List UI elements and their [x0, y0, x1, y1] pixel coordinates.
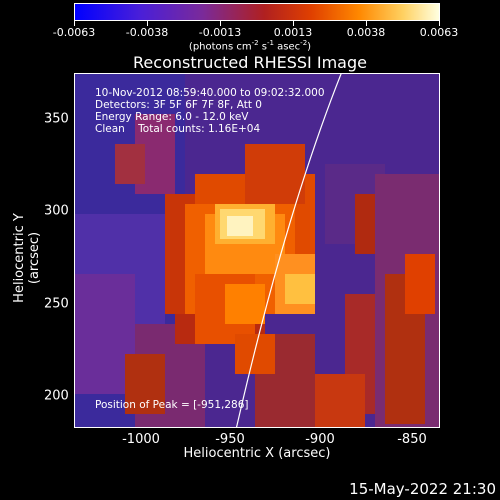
- x-axis-label: Heliocentric X (arcsec): [183, 446, 331, 461]
- colorbar-units: (photons cm-2 s-1 asec-2): [188, 39, 312, 53]
- annotation-peak: Position of Peak = [-951,286]: [95, 399, 249, 411]
- colorbar-tick: [366, 21, 367, 26]
- rhessi-image: 10-Nov-2012 08:59:40.000 to 09:02:32.000…: [74, 73, 440, 428]
- colorbar-tick-label: 0.0038: [346, 26, 386, 39]
- colorbar-tick: [293, 21, 294, 26]
- x-tick-label: -950: [215, 432, 245, 447]
- limb-curve: [235, 74, 342, 427]
- footer-date: 15-May-2022 21:30: [349, 480, 496, 498]
- annotation-time: 10-Nov-2012 08:59:40.000 to 09:02:32.000: [95, 87, 325, 99]
- rhessi-image-canvas: [75, 74, 439, 427]
- x-tick-label: -900: [305, 432, 335, 447]
- y-tick-label: 250: [44, 296, 69, 312]
- colorbar: [74, 3, 440, 21]
- y-axis-label: Heliocentric Y (arcsec): [12, 213, 42, 303]
- colorbar-tick-label: 0.0063: [419, 26, 459, 39]
- y-tick-label: 200: [44, 388, 69, 404]
- colorbar-tick: [439, 21, 440, 26]
- colorbar-tick-label: -0.0063: [52, 26, 96, 39]
- annotation-detectors: Detectors: 3F 5F 6F 7F 8F, Att 0: [95, 99, 262, 111]
- plot-title: Reconstructed RHESSI Image: [133, 53, 367, 72]
- colorbar-tick-label: -0.0038: [125, 26, 169, 39]
- colorbar-tick-label: 0.0013: [273, 26, 313, 39]
- colorbar-tick: [147, 21, 148, 26]
- y-tick-label: 350: [44, 111, 69, 127]
- colorbar-tick: [220, 21, 221, 26]
- colorbar-tick-label: -0.0013: [198, 26, 242, 39]
- colorbar-tick: [74, 21, 75, 26]
- x-tick-label: -850: [397, 432, 427, 447]
- x-tick-label: -1000: [122, 432, 160, 447]
- annotation-clean: Clean Total counts: 1.16E+04: [95, 123, 261, 135]
- y-tick-label: 300: [44, 203, 69, 219]
- annotation-energy: Energy Range: 6.0 - 12.0 keV: [95, 111, 249, 123]
